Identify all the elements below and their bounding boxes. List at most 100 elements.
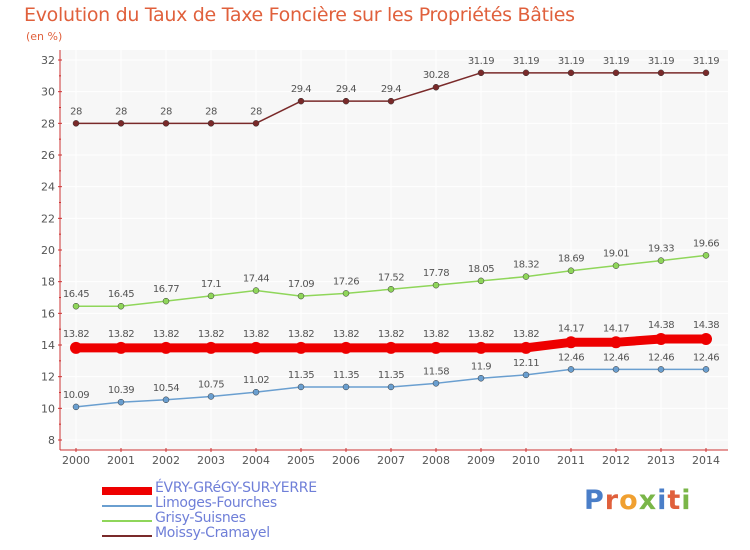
x-tick-label: 2007 xyxy=(377,454,405,467)
data-point xyxy=(610,336,622,349)
data-point xyxy=(117,120,125,127)
data-label: 29.4 xyxy=(336,84,356,95)
x-tick-label: 2005 xyxy=(287,454,315,467)
data-label: 16.77 xyxy=(153,284,179,295)
data-label: 11.9 xyxy=(471,361,491,372)
data-point xyxy=(387,286,395,293)
data-point xyxy=(297,97,305,105)
data-point xyxy=(700,332,712,345)
data-point xyxy=(297,383,305,391)
data-point xyxy=(162,120,170,127)
data-label: 10.09 xyxy=(63,390,89,401)
legend-swatch-grisy xyxy=(102,520,152,522)
data-point xyxy=(252,287,260,294)
data-label: 13.82 xyxy=(333,329,359,340)
data-point xyxy=(387,383,395,391)
x-tick-label: 2014 xyxy=(692,454,720,467)
data-label: 19.66 xyxy=(693,238,719,249)
data-point xyxy=(565,336,577,349)
data-label: 31.19 xyxy=(603,56,629,67)
data-label: 11.02 xyxy=(243,375,269,386)
data-labels: 13.82 13.82 13.82 13.82 13.82 13.82 13.82 13.82… xyxy=(63,56,720,401)
data-label: 17.09 xyxy=(288,279,314,290)
data-point xyxy=(432,281,440,289)
data-point xyxy=(70,341,82,354)
data-point xyxy=(385,341,397,354)
data-point xyxy=(657,69,665,77)
data-point xyxy=(205,341,217,354)
data-point xyxy=(430,341,442,354)
data-point xyxy=(567,267,575,274)
data-label: 31.19 xyxy=(513,56,539,67)
y-tick-label: 16 xyxy=(41,307,55,320)
data-label: 18.69 xyxy=(558,254,584,265)
data-label: 17.52 xyxy=(378,272,404,283)
data-label: 18.32 xyxy=(513,260,539,271)
data-label: 31.19 xyxy=(648,56,674,67)
data-point xyxy=(207,393,215,400)
data-point xyxy=(297,292,305,300)
data-point xyxy=(475,341,487,354)
data-label: 13.82 xyxy=(108,329,134,340)
data-label: 29.4 xyxy=(291,84,311,95)
data-label: 28 xyxy=(205,106,217,117)
data-point xyxy=(612,366,620,373)
y-tick-label: 32 xyxy=(41,54,55,67)
data-point xyxy=(477,277,485,285)
data-label: 16.45 xyxy=(108,289,134,300)
data-label: 14.17 xyxy=(603,323,629,334)
data-point xyxy=(207,292,215,300)
data-point xyxy=(72,403,80,411)
data-label: 13.82 xyxy=(423,329,449,340)
data-label: 17.78 xyxy=(423,268,449,279)
data-label: 13.82 xyxy=(288,329,314,340)
legend-label-limoges: Limoges-Fourches xyxy=(155,495,277,511)
x-tick-label: 2012 xyxy=(602,454,630,467)
data-point xyxy=(520,341,532,354)
data-point xyxy=(115,341,127,354)
data-label: 28 xyxy=(115,106,127,117)
y-tick-label: 26 xyxy=(41,149,55,162)
x-tick-label: 2000 xyxy=(62,454,90,467)
data-point xyxy=(612,262,620,269)
y-tick-label: 10 xyxy=(41,402,55,415)
legend-label-moissy: Moissy-Cramayel xyxy=(155,525,270,541)
data-label: 17.44 xyxy=(243,274,269,285)
x-tick-label: 2002 xyxy=(152,454,180,467)
data-point xyxy=(522,371,530,379)
data-label: 16.45 xyxy=(63,289,89,300)
data-point xyxy=(567,366,575,373)
data-label: 31.19 xyxy=(558,56,584,67)
y-tick-label: 8 xyxy=(48,434,55,447)
data-label: 11.35 xyxy=(378,370,404,381)
x-tick-label: 2001 xyxy=(107,454,135,467)
legend-label-grisy: Grisy-Suisnes xyxy=(155,510,246,526)
data-point xyxy=(342,383,350,391)
data-point xyxy=(72,120,80,127)
y-tick-label: 14 xyxy=(41,339,55,352)
data-point xyxy=(522,69,530,77)
data-point xyxy=(567,69,575,77)
data-label: 10.75 xyxy=(198,379,224,390)
data-point xyxy=(432,380,440,387)
y-tick-label: 24 xyxy=(41,181,55,194)
data-label: 18.05 xyxy=(468,264,494,275)
data-point xyxy=(477,375,485,382)
x-tick-label: 2006 xyxy=(332,454,360,467)
data-label: 30.28 xyxy=(423,70,449,81)
data-point xyxy=(162,396,170,404)
data-label: 12.46 xyxy=(648,352,674,363)
data-point xyxy=(387,97,395,105)
x-tick-label: 2010 xyxy=(512,454,540,467)
chart-title: Evolution du Taux de Taxe Foncière sur l… xyxy=(24,4,575,26)
data-label: 28 xyxy=(160,106,172,117)
data-point xyxy=(702,69,710,77)
data-label: 12.46 xyxy=(693,352,719,363)
series-group xyxy=(70,69,712,411)
data-point xyxy=(117,398,125,406)
x-tick-label: 2008 xyxy=(422,454,450,467)
data-point xyxy=(612,69,620,77)
data-point xyxy=(432,83,440,91)
data-label: 13.82 xyxy=(63,329,89,340)
